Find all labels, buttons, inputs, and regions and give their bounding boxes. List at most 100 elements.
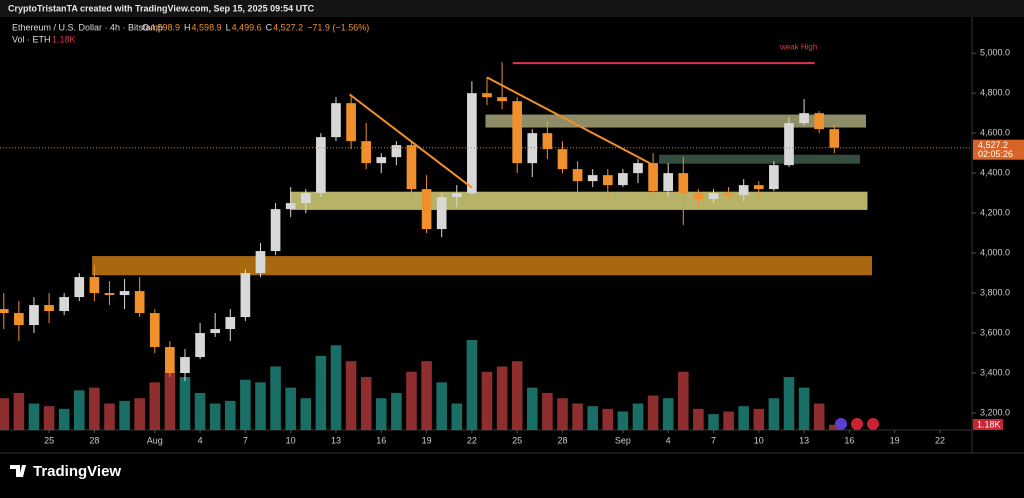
countdown: 02:05:26 xyxy=(978,149,1013,159)
event-icon[interactable] xyxy=(867,418,879,430)
volume-bar xyxy=(542,392,553,430)
candle-body xyxy=(240,273,251,318)
ohlc-value: 4,499.6 xyxy=(232,22,262,32)
volume-bar xyxy=(677,371,689,430)
ohlc-key: O xyxy=(142,22,149,32)
x-tick-label: 28 xyxy=(557,435,567,445)
candle-body xyxy=(482,93,492,98)
price-label: 4,527.2 xyxy=(978,140,1008,150)
candle-body xyxy=(678,173,689,194)
zone xyxy=(92,256,873,276)
volume-bar xyxy=(421,361,432,430)
candle-body xyxy=(391,145,402,158)
x-tick-label: 4 xyxy=(666,435,671,445)
x-tick-label: 19 xyxy=(422,435,432,445)
y-tick-label: 3,400.0 xyxy=(980,367,1010,377)
volume-bar xyxy=(270,366,281,430)
candle-body xyxy=(255,251,266,274)
plot xyxy=(0,62,873,430)
ohlc-value: 4,598.9 xyxy=(192,22,222,32)
volume-bar xyxy=(345,361,357,430)
candle-body xyxy=(346,103,356,142)
candle-body xyxy=(376,157,387,164)
trendline xyxy=(486,76,656,167)
volume-bar xyxy=(466,340,478,430)
volume-bar xyxy=(224,400,236,430)
candle-body xyxy=(210,329,221,334)
event-icon[interactable] xyxy=(835,418,847,430)
candle-body xyxy=(708,193,719,200)
candle-body xyxy=(829,129,840,148)
x-tick-label: Aug xyxy=(147,435,163,445)
candle-body xyxy=(316,137,326,194)
ohlc-value: 4,598.9 xyxy=(150,22,180,32)
candle-body xyxy=(165,347,175,374)
volume-bar xyxy=(28,403,40,430)
candle-body xyxy=(225,317,236,330)
y-tick-label: 4,400.0 xyxy=(980,167,1010,177)
x-tick-label: Sep xyxy=(615,435,631,445)
y-tick-label: 5,000.0 xyxy=(980,48,1010,58)
volume-bar xyxy=(58,408,70,430)
x-tick-label: 7 xyxy=(711,435,716,445)
candle-body xyxy=(663,173,674,192)
candle-body xyxy=(285,203,296,210)
x-tick-label: 16 xyxy=(844,435,854,445)
y-tick-label: 4,000.0 xyxy=(980,247,1010,257)
zone xyxy=(659,154,860,164)
volume-bar xyxy=(375,398,387,430)
candle-body xyxy=(14,313,24,326)
candle-body xyxy=(784,123,794,166)
volume-bar xyxy=(13,392,25,430)
volume-bar xyxy=(194,392,206,430)
volume-bar xyxy=(829,424,840,430)
candle-body xyxy=(542,133,553,150)
candle-body xyxy=(29,305,39,326)
x-tick-label: 4 xyxy=(198,435,203,445)
x-tick-label: 10 xyxy=(754,435,764,445)
volume-value: 1.18K xyxy=(52,34,76,44)
volume-title: Vol · ETH xyxy=(12,34,51,44)
candle-body xyxy=(693,193,704,200)
candle-body xyxy=(633,163,643,174)
x-tick-label: 28 xyxy=(89,435,99,445)
volume-bar xyxy=(164,371,176,430)
x-tick-label: 13 xyxy=(799,435,809,445)
volume-bar xyxy=(753,408,765,430)
candle-body xyxy=(149,313,160,348)
candle-body xyxy=(134,291,145,314)
volume-bar xyxy=(738,406,749,430)
volume-bar xyxy=(391,392,402,430)
volume-bar xyxy=(285,387,296,430)
volume-bar xyxy=(73,390,85,430)
ohlc-value: 4,527.2 xyxy=(273,22,303,32)
candle-body xyxy=(406,145,417,190)
candle-body xyxy=(497,97,507,102)
volume-bar xyxy=(813,403,825,430)
candle-body xyxy=(769,165,779,190)
candle-body xyxy=(648,163,658,192)
event-icon[interactable] xyxy=(851,418,863,430)
candle-body xyxy=(361,141,372,164)
volume-bar xyxy=(662,398,674,430)
logo: TradingView xyxy=(10,463,121,480)
candle-body xyxy=(119,291,130,296)
candle-body xyxy=(618,173,628,186)
candle-body xyxy=(195,333,205,358)
volume-bar xyxy=(300,398,312,430)
brand: TradingView xyxy=(33,463,121,480)
ohlc-value: −71.9 (−1.56%) xyxy=(307,22,369,32)
volume-bar xyxy=(406,371,417,430)
volume-bar xyxy=(451,403,463,430)
x-tick-label: 16 xyxy=(376,435,386,445)
volume-bar xyxy=(693,408,704,430)
volume-bar xyxy=(496,366,508,430)
volume-bar xyxy=(149,382,161,430)
volume-bar xyxy=(632,403,644,430)
annotation: weak High xyxy=(779,42,817,51)
volume-bar xyxy=(255,382,266,430)
candle-body xyxy=(0,309,9,314)
candle-body xyxy=(512,101,523,164)
